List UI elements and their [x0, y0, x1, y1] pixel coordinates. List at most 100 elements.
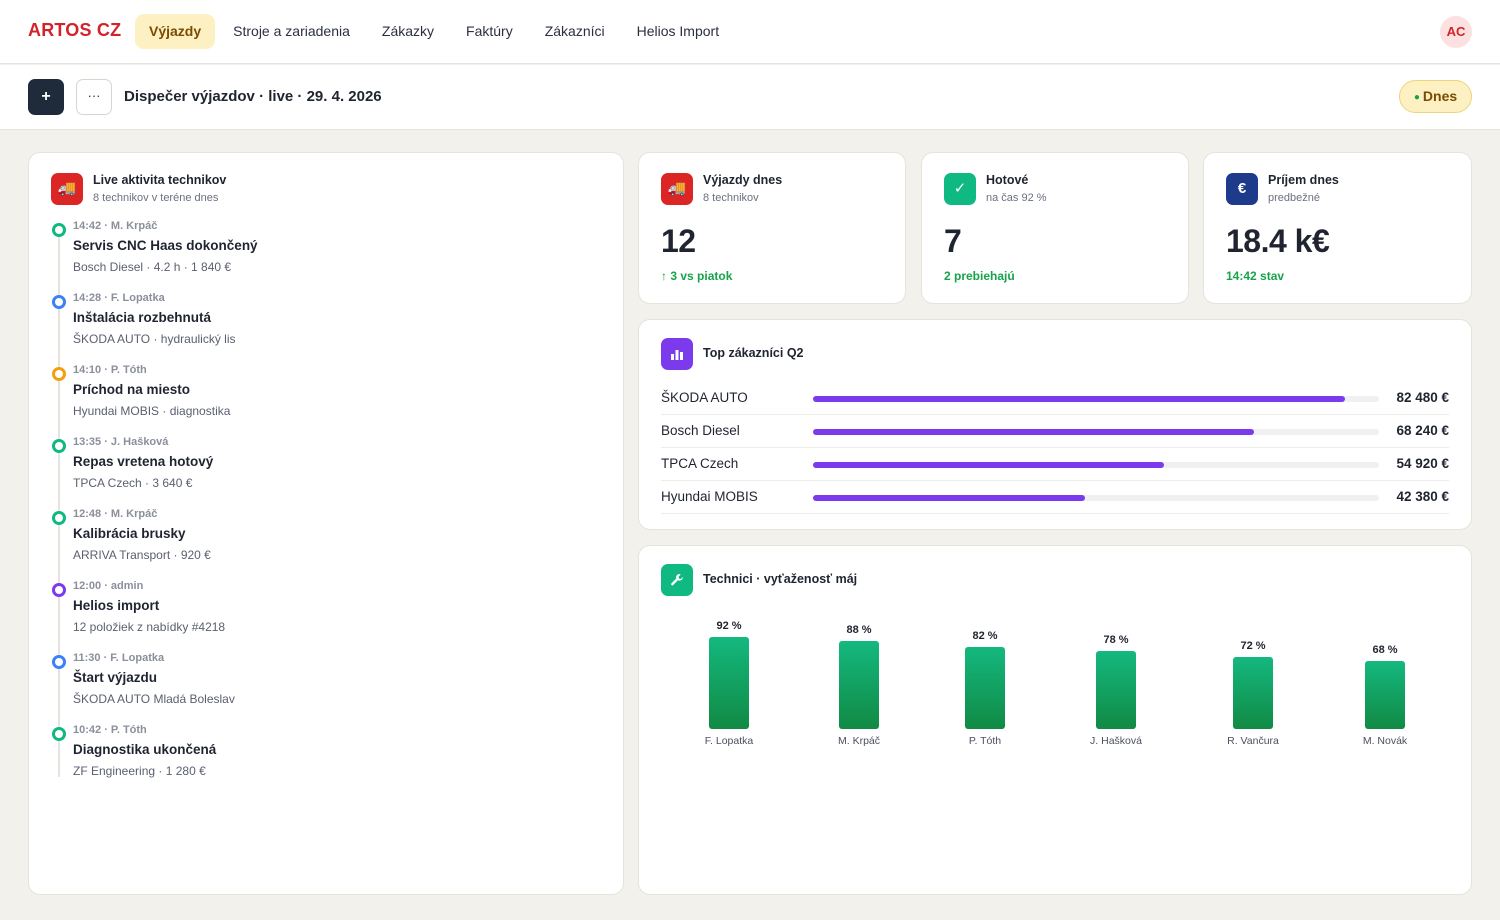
- customer-bar-track: [813, 462, 1379, 468]
- bar-value-label: 82 %: [972, 630, 997, 642]
- activity-meta: 10:42 · P. Tóth: [73, 724, 147, 736]
- customer-value: 42 380 €: [1396, 489, 1449, 504]
- bar-category-label: M. Novák: [1363, 735, 1408, 747]
- activity-item[interactable]: 14:42 · M. Krpáč Servis CNC Haas dokončen…: [29, 220, 589, 295]
- activity-item[interactable]: 12:00 · admin Helios import 12 položiek z …: [29, 580, 589, 655]
- activity-title: Diagnostika ukončená: [73, 742, 217, 757]
- activity-meta: 14:10 · P. Tóth: [73, 364, 147, 376]
- activity-item[interactable]: 14:28 · F. Lopatka Inštalácia rozbehnutá Š…: [29, 292, 589, 367]
- activity-title: Repas vretena hotový: [73, 454, 214, 469]
- customer-bar-fill: [813, 462, 1164, 468]
- bar-category-label: J. Hašková: [1090, 735, 1142, 747]
- activity-item[interactable]: 11:30 · F. Lopatka Štart výjazdu ŠKODA AUT…: [29, 652, 589, 727]
- customer-bar-track: [813, 429, 1379, 435]
- stat-card-revenue: € Príjem dnes predbežné 18.4 k€ 14:42 st…: [1203, 152, 1472, 304]
- truck-icon: 🚚: [51, 173, 83, 205]
- today-filter-button[interactable]: ● Dnes: [1399, 80, 1472, 113]
- nav-link-2[interactable]: Stroje a zariadenia: [233, 23, 350, 39]
- activity-detail: TPCA Czech · 3 640 €: [73, 476, 193, 490]
- customer-row[interactable]: Bosch Diesel 68 240 €: [661, 415, 1449, 448]
- activity-title: Helios import: [73, 598, 160, 613]
- page-title: Dispečer výjazdov · live · 29. 4. 2026: [124, 88, 382, 105]
- nav-link-3[interactable]: Zákazky: [381, 23, 435, 39]
- truck-icon: 🚚: [661, 173, 693, 205]
- activity-item[interactable]: 14:10 · P. Tóth Príchod na miesto Hyundai …: [29, 364, 589, 439]
- today-label: Dnes: [1422, 88, 1458, 104]
- technicians-utilization-card: Technici · vyťaženosť máj 92 % F. Lopatka…: [638, 545, 1472, 895]
- customer-row[interactable]: TPCA Czech 54 920 €: [661, 448, 1449, 481]
- toolbar: + ··· Dispečer výjazdov · live · 29. 4. …: [0, 65, 1500, 130]
- customer-name: TPCA Czech: [661, 456, 739, 471]
- bar-3[interactable]: [965, 647, 1005, 729]
- customer-value: 54 920 €: [1396, 456, 1449, 471]
- timeline-line: [58, 229, 60, 777]
- stat-value: 7: [944, 223, 962, 259]
- bar-5[interactable]: [1233, 657, 1273, 729]
- customer-row[interactable]: ŠKODA AUTO 82 480 €: [661, 382, 1449, 415]
- brand-logo[interactable]: ARTOS CZ: [28, 20, 122, 40]
- activity-subtitle: 8 technikov v teréne dnes: [93, 192, 219, 204]
- nav-link-1[interactable]: Výjazdy: [135, 14, 216, 49]
- customer-bar-fill: [813, 429, 1255, 435]
- activity-detail: ARRIVA Transport · 920 €: [73, 548, 211, 562]
- bar-1[interactable]: [709, 637, 749, 729]
- status-dot-icon: [52, 655, 66, 669]
- activity-title: Kalibrácia brusky: [73, 526, 186, 541]
- status-dot-icon: [52, 583, 66, 597]
- stat-trend: 14:42 stav: [1226, 269, 1285, 283]
- activity-card: 🚚 Live aktivita technikov 8 technikov v …: [28, 152, 624, 895]
- add-button[interactable]: +: [28, 79, 64, 115]
- stat-value: 18.4 k€: [1226, 223, 1330, 259]
- stat-trend: 2 prebiehajú: [944, 269, 1015, 283]
- customer-row[interactable]: Hyundai MOBIS 42 380 €: [661, 481, 1449, 514]
- more-options-button[interactable]: ···: [76, 79, 112, 115]
- activity-detail: Bosch Diesel · 4.2 h · 1 840 €: [73, 260, 232, 274]
- activity-meta: 12:48 · M. Krpáč: [73, 508, 158, 520]
- customer-bar-fill: [813, 495, 1085, 501]
- check-icon: ✓: [944, 173, 976, 205]
- activity-meta: 13:35 · J. Hašková: [73, 436, 169, 448]
- nav-link-5[interactable]: Zákazníci: [544, 23, 605, 39]
- activity-meta: 14:28 · F. Lopatka: [73, 292, 165, 304]
- activity-meta: 12:00 · admin: [73, 580, 144, 592]
- utilization-bar-chart: 92 % F. Lopatka 88 % M. Krpáč 82 % P. Tóth 78 …: [705, 620, 1408, 747]
- customer-value: 82 480 €: [1396, 390, 1449, 405]
- bar-value-label: 92 %: [716, 620, 741, 632]
- activity-meta: 11:30 · F. Lopatka: [73, 652, 165, 664]
- user-avatar[interactable]: AC: [1440, 16, 1472, 48]
- status-dot-icon: [52, 511, 66, 525]
- stat-card-done: ✓ Hotové na čas 92 % 7 2 prebiehajú: [921, 152, 1189, 304]
- live-dot-icon: ●: [1413, 92, 1420, 103]
- customer-value: 68 240 €: [1396, 423, 1449, 438]
- top-navigation: ARTOS CZ Výjazdy Stroje a zariadenia Zákaz…: [0, 0, 1500, 64]
- activity-detail: ŠKODA AUTO Mladá Boleslav: [73, 692, 235, 706]
- euro-icon: €: [1226, 173, 1258, 205]
- activity-title: Servis CNC Haas dokončený: [73, 238, 258, 253]
- customer-bar-track: [813, 495, 1379, 501]
- activity-item[interactable]: 10:42 · P. Tóth Diagnostika ukončená ZF En…: [29, 724, 589, 799]
- bar-category-label: P. Tóth: [969, 735, 1001, 747]
- activity-detail: Hyundai MOBIS · diagnostika: [73, 404, 231, 418]
- customer-name: Hyundai MOBIS: [661, 489, 758, 504]
- bar-category-label: M. Krpáč: [838, 735, 880, 747]
- stat-title: Príjem dnes: [1268, 173, 1339, 187]
- activity-item[interactable]: 12:48 · M. Krpáč Kalibrácia brusky ARRIVA …: [29, 508, 589, 583]
- bar-value-label: 78 %: [1103, 634, 1128, 646]
- activity-title: Príchod na miesto: [73, 382, 191, 397]
- chart-title: Technici · vyťaženosť máj: [703, 572, 858, 586]
- bar-6[interactable]: [1365, 661, 1405, 729]
- nav-link-4[interactable]: Faktúry: [466, 23, 513, 39]
- nav-link-6[interactable]: Helios Import: [636, 23, 720, 39]
- activity-item[interactable]: 13:35 · J. Hašková Repas vretena hotový TP…: [29, 436, 589, 511]
- activity-detail: ZF Engineering · 1 280 €: [73, 764, 206, 778]
- status-dot-icon: [52, 367, 66, 381]
- bar-4[interactable]: [1096, 651, 1136, 729]
- bar-chart-icon: [661, 338, 693, 370]
- activity-title: Štart výjazdu: [73, 670, 158, 685]
- activity-detail: ŠKODA AUTO · hydraulický lis: [73, 332, 236, 346]
- bar-2[interactable]: [839, 641, 879, 729]
- activity-title: Live aktivita technikov: [93, 173, 227, 187]
- nav-links: Výjazdy Stroje a zariadenia Zákazky Faktúry…: [135, 14, 737, 49]
- stat-value: 12: [661, 223, 696, 259]
- status-dot-icon: [52, 727, 66, 741]
